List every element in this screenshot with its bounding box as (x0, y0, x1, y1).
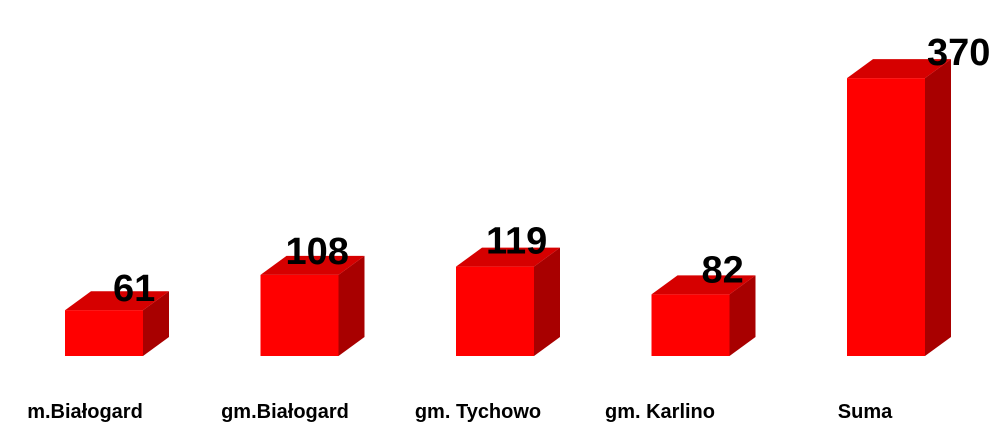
bar-front-face (260, 274, 339, 356)
category-label-3: gm. Tychowo (415, 401, 541, 423)
bar-1 (65, 291, 169, 356)
bars-layer (65, 59, 951, 356)
bar-3 (456, 247, 560, 356)
category-label-2: gm.Białogard (221, 401, 349, 423)
category-label-4: gm. Karlino (605, 401, 715, 423)
data-label-3: 119 (486, 221, 547, 263)
value-labels-layer: 61 108 119 82 370 (113, 32, 990, 310)
bar-top-face (65, 291, 169, 311)
data-label-4: 82 (702, 249, 744, 291)
bar-top-face (847, 59, 951, 79)
bar-front-face (65, 310, 143, 356)
bar-top-face (260, 255, 365, 275)
bar-front-face (651, 294, 730, 356)
bar-5 (847, 59, 951, 356)
data-label-1: 61 (113, 268, 155, 310)
bar-front-face (456, 266, 534, 356)
bar-top-face (456, 247, 560, 267)
category-label-5: Suma (838, 401, 893, 423)
category-labels-layer: m.Białogard gm.Białogard gm. Tychowo gm. Ka… (27, 401, 893, 423)
bar-side-face (729, 275, 756, 356)
bar-side-face (925, 59, 951, 356)
bar-top-face (651, 275, 756, 295)
bar-side-face (143, 291, 169, 356)
bar-2 (260, 255, 365, 356)
category-label-1: m.Białogard (27, 401, 143, 423)
data-label-5: 370 (927, 32, 990, 74)
bar-side-face (338, 255, 365, 356)
bar-front-face (847, 78, 925, 356)
bar-4 (651, 275, 756, 356)
bar-side-face (534, 247, 560, 356)
data-label-2: 108 (286, 231, 349, 273)
